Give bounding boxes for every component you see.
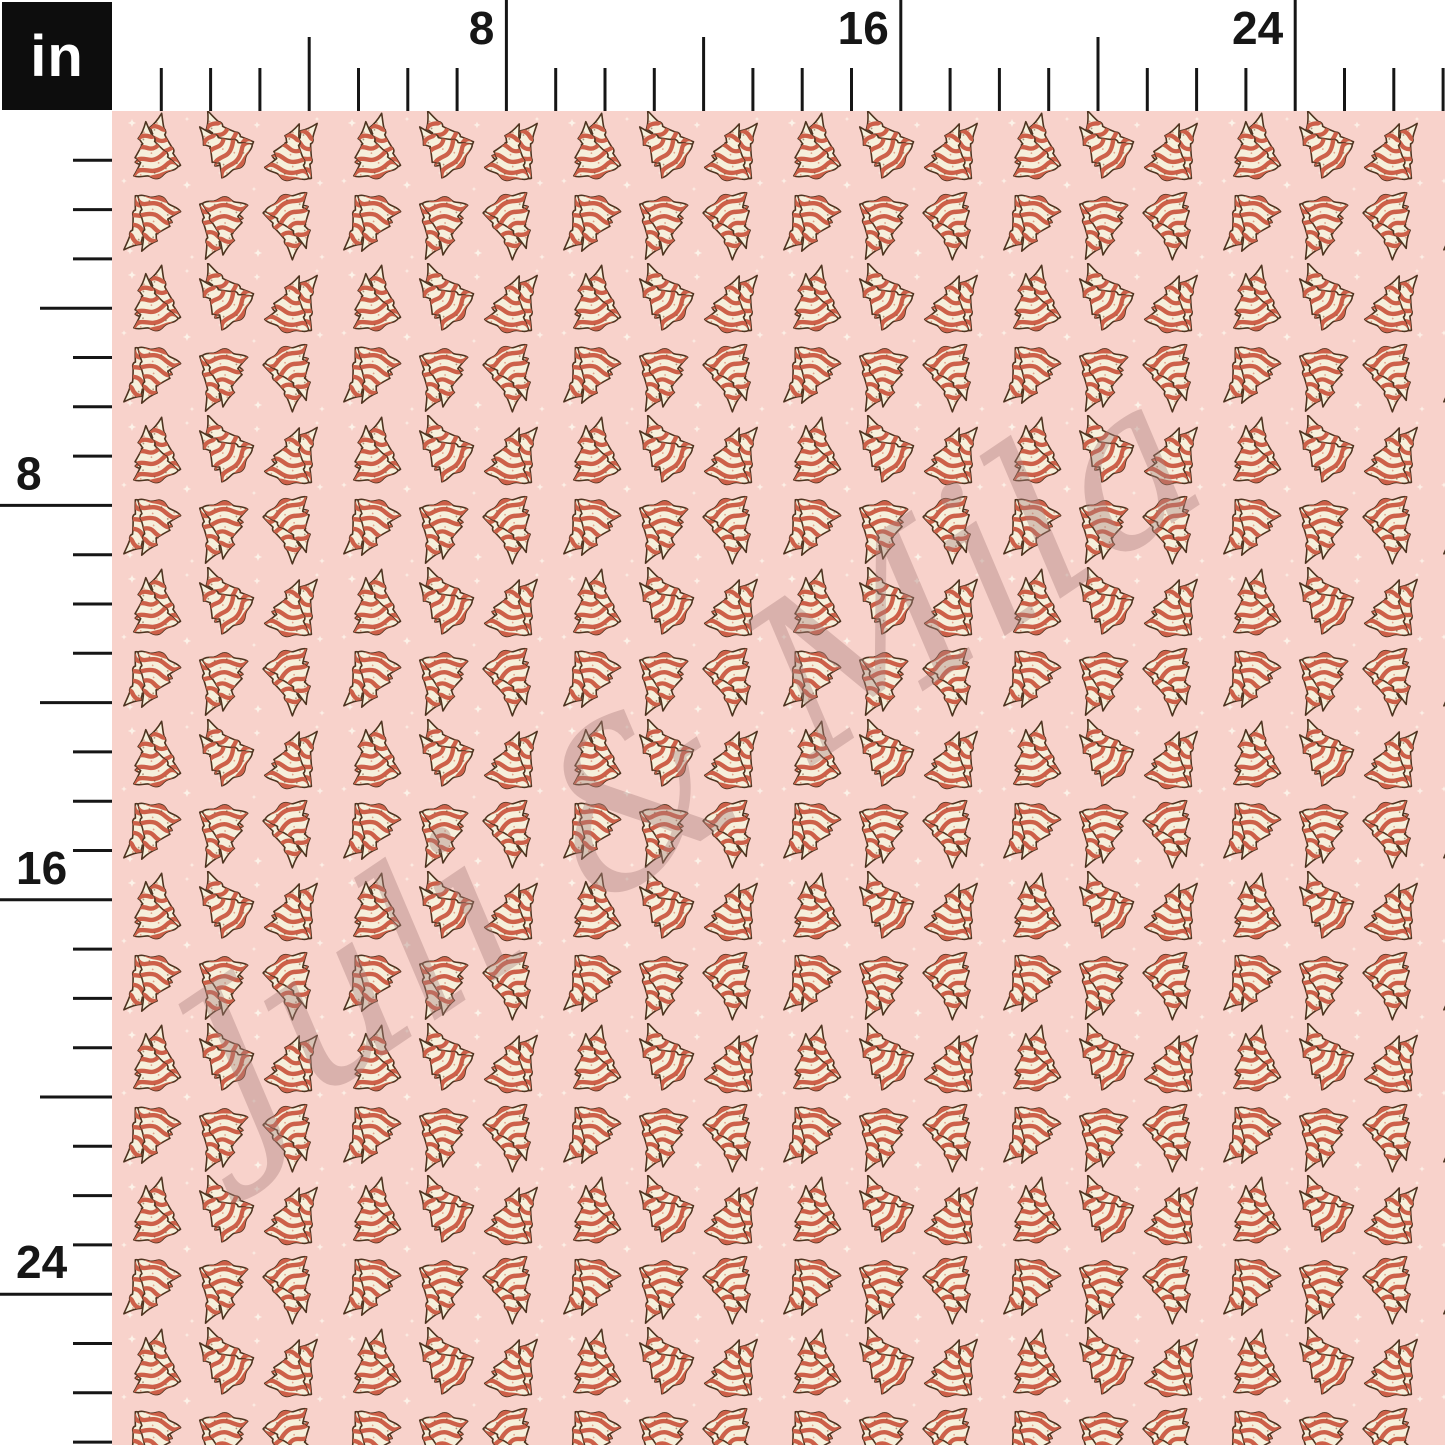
ruler-left: 8 16 24 [0, 111, 112, 1445]
ruler-unit-label: in [30, 23, 84, 89]
ruler-top: 8 16 24 [112, 0, 1445, 111]
ruler-top-ticks: 8 16 24 [159, 0, 1445, 111]
ruler-unit-box: in [2, 2, 112, 110]
tree-cake-pattern: Juli & Mila [112, 111, 1445, 1445]
svg-text:16: 16 [838, 2, 889, 54]
svg-text:16: 16 [16, 842, 67, 894]
svg-text:8: 8 [469, 2, 495, 54]
ruler-left-ticks: 8 16 24 [0, 158, 112, 1444]
svg-text:8: 8 [16, 447, 42, 499]
fabric-pattern-swatch: Juli & Mila [112, 111, 1445, 1445]
svg-text:24: 24 [1232, 2, 1284, 54]
svg-text:24: 24 [16, 1236, 68, 1288]
